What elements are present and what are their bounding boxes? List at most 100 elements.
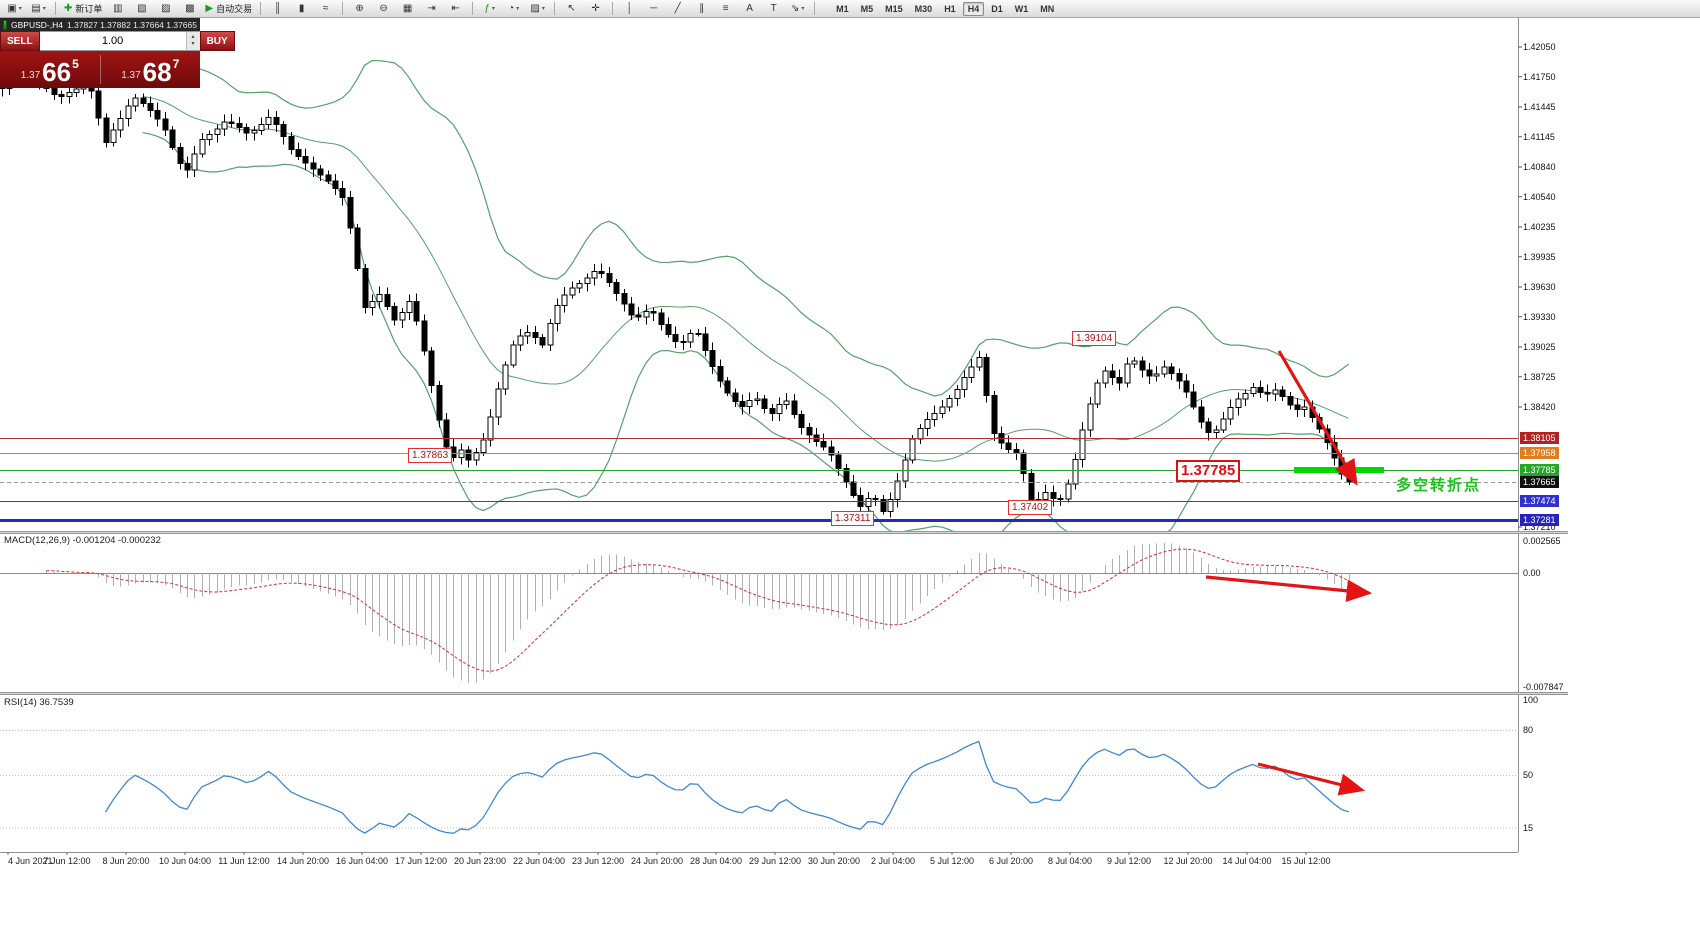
- zoom-in-button[interactable]: ⊕: [348, 0, 371, 17]
- text-icon: A: [746, 3, 753, 14]
- fibonacci-icon: ≡: [722, 3, 729, 14]
- volume-input[interactable]: [39, 32, 186, 50]
- candlestick-chart-button[interactable]: ▮: [290, 0, 313, 17]
- chevron-down-icon: ▾: [18, 6, 22, 12]
- zoom-out-button[interactable]: ⊖: [372, 0, 395, 17]
- rsi-indicator-label: RSI(14) 36.7539: [4, 697, 74, 708]
- timeframe-h4-button[interactable]: H4: [962, 1, 985, 16]
- symbol-period-label: GBPUSD-,H4: [11, 19, 63, 30]
- periods-button[interactable]: ◔ ▾: [502, 0, 525, 17]
- zoom-out-icon: ⊖: [379, 3, 388, 14]
- auto-trading-button[interactable]: ▶ 自动交易: [202, 0, 255, 17]
- timeframe-h1-button[interactable]: H1: [944, 3, 956, 14]
- trendline-icon: ╱: [674, 3, 681, 14]
- chevron-down-icon: ▾: [541, 6, 545, 12]
- timeframe-m5-button[interactable]: M5: [860, 3, 874, 14]
- ask-price-big: 68: [142, 57, 172, 87]
- panel-separator[interactable]: [0, 531, 1568, 534]
- auto-trading-icon: ▶: [205, 3, 214, 14]
- bollinger-bands: [142, 59, 1350, 531]
- volume-control: ▴▾: [39, 31, 200, 51]
- templates-icon: ▨: [530, 3, 540, 14]
- order-controls-row: SELL ▴▾ BUY: [0, 31, 235, 51]
- trend-arrow-1[interactable]: [1277, 350, 1358, 486]
- channel-button[interactable]: ∥: [690, 0, 713, 17]
- data-window-button[interactable]: ▧: [130, 0, 153, 17]
- toolbar-separator: [55, 2, 56, 15]
- trendline-button[interactable]: ╱: [666, 0, 689, 17]
- horizontal-line-icon: ─: [650, 3, 658, 14]
- vertical-line-icon: │: [626, 3, 633, 14]
- volume-spinner[interactable]: ▴ ▾: [185, 32, 200, 50]
- timeframe-toolbar: M1 M5 M15 M30 H1 H4 D1 W1 MN: [830, 1, 1060, 16]
- new-chart-icon: ▣: [7, 3, 17, 14]
- main-toolbar: ▣ ▾ ▤ ▾ ✚ 新订单 ▥ ▧ ▨ ▩ ▶ 自动交易 ║ ▮ ≈ ⊕ ⊖ ▦ ⇥ ⇤ ƒ ▾ ◔ ▾ ▨ ▾ ↖ ✛ │ ─ ╱ ∥ ≡ A T…: [0, 0, 1700, 18]
- one-click-trading-panel: GBPUSD-,H4 1.37827 1.37882 1.37664 1.376…: [0, 18, 235, 88]
- profiles-button[interactable]: ▤ ▾: [27, 0, 50, 17]
- indicators-button[interactable]: ƒ ▾: [478, 0, 501, 17]
- timeframe-m1-button[interactable]: M1: [836, 3, 849, 14]
- crosshair-icon: ✛: [591, 3, 600, 14]
- tile-windows-icon: ▦: [402, 3, 413, 14]
- terminal-icon: ▩: [185, 3, 195, 14]
- chevron-down-icon: ▾: [801, 6, 805, 12]
- spinner-up-icon[interactable]: ▴: [191, 34, 195, 40]
- chart-shift-button[interactable]: ⇤: [444, 0, 467, 17]
- label-button[interactable]: T: [762, 0, 785, 17]
- chevron-down-icon: ▾: [516, 6, 520, 12]
- arrow-tools-button[interactable]: ⇘ ▾: [786, 0, 809, 17]
- horizontal-line-button[interactable]: ─: [642, 0, 665, 17]
- fibonacci-button[interactable]: ≡: [714, 0, 737, 17]
- marketwatch-icon: ▥: [113, 3, 123, 14]
- bid-price-pipette: 5: [72, 57, 79, 71]
- toolbar-separator: [554, 2, 556, 15]
- navigator-button[interactable]: ▨: [154, 0, 177, 17]
- templates-button[interactable]: ▨ ▾: [526, 0, 549, 17]
- bid-price-big: 66: [42, 57, 72, 87]
- tile-windows-button[interactable]: ▦: [396, 0, 419, 17]
- timeframe-m30-button[interactable]: M30: [914, 3, 933, 14]
- macd-indicator-label: MACD(12,26,9) -0.001204 -0.000232: [4, 535, 161, 546]
- timeframe-mn-button[interactable]: MN: [1040, 3, 1055, 14]
- bar-chart-button[interactable]: ║: [266, 0, 289, 17]
- chart-shift-icon: ⇤: [451, 3, 460, 14]
- chevron-down-icon: ▾: [42, 6, 46, 12]
- text-button[interactable]: A: [738, 0, 761, 17]
- timeframe-d1-button[interactable]: D1: [991, 3, 1003, 14]
- cursor-icon: ↖: [567, 3, 576, 14]
- bid-price: 1.37 66 5: [0, 51, 100, 88]
- quote-header[interactable]: GBPUSD-,H4 1.37827 1.37882 1.37664 1.376…: [0, 18, 200, 31]
- timeframe-m15-button[interactable]: M15: [885, 3, 903, 14]
- toolbar-separator: [472, 2, 474, 15]
- sell-button[interactable]: SELL: [0, 31, 40, 51]
- marketwatch-button[interactable]: ▥: [106, 0, 129, 17]
- toolbar-separator: [342, 2, 344, 15]
- label-icon: T: [770, 3, 777, 14]
- channel-icon: ∥: [699, 3, 705, 14]
- trend-arrow-2[interactable]: [1205, 575, 1373, 602]
- trend-arrow-3[interactable]: [1257, 762, 1366, 796]
- ohlc-values: 1.37827 1.37882 1.37664 1.37665: [67, 19, 197, 30]
- auto-scroll-button[interactable]: ⇥: [420, 0, 443, 17]
- new-order-button-label: 新订单: [75, 4, 103, 14]
- timeframe-w1-button[interactable]: W1: [1014, 3, 1029, 14]
- toolbar-separator: [260, 2, 262, 15]
- macd-signal-line: [46, 548, 1350, 672]
- toolbar-separator: [814, 2, 816, 15]
- buy-button[interactable]: BUY: [199, 31, 235, 51]
- panel-separator[interactable]: [0, 692, 1568, 695]
- new-chart-button[interactable]: ▣ ▾: [3, 0, 26, 17]
- candlesticks: [0, 67, 1353, 518]
- price-divider: [99, 55, 101, 84]
- cursor-button[interactable]: ↖: [560, 0, 583, 17]
- crosshair-button[interactable]: ✛: [584, 0, 607, 17]
- terminal-button[interactable]: ▩: [178, 0, 201, 17]
- line-chart-button[interactable]: ≈: [314, 0, 337, 17]
- vertical-line-button[interactable]: │: [618, 0, 641, 17]
- bid-ask-display: 1.37 66 5 1.37 68 7: [0, 51, 200, 88]
- spinner-down-icon[interactable]: ▾: [191, 41, 195, 47]
- new-order-button[interactable]: ✚ 新订单: [61, 0, 105, 17]
- profiles-icon: ▤: [31, 3, 41, 14]
